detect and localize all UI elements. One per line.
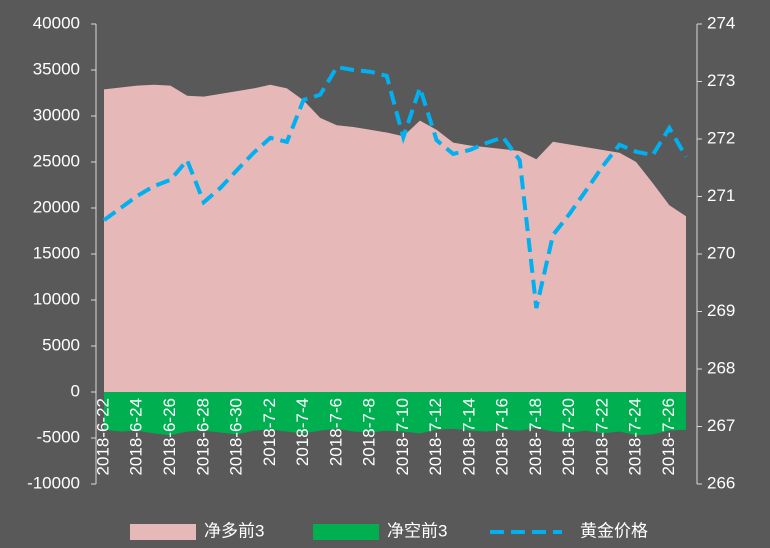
y-tick-label: 35000 <box>33 59 80 78</box>
y-tick-label: 25000 <box>33 151 80 170</box>
x-tick-label: 2018-7-8 <box>360 398 379 466</box>
x-tick-label: 2018-7-24 <box>626 398 645 476</box>
legend-label: 净空前3 <box>387 521 447 540</box>
y2-tick-label: 272 <box>707 128 735 147</box>
y-tick-label: 5000 <box>42 335 80 354</box>
y2-tick-label: 274 <box>707 13 735 32</box>
legend-label: 黄金价格 <box>580 521 648 540</box>
legend-swatch <box>130 524 196 540</box>
y-tick-label: 40000 <box>33 13 80 32</box>
x-tick-label: 2018-7-16 <box>493 398 512 476</box>
y2-tick-label: 266 <box>707 473 735 492</box>
legend-swatch <box>313 524 379 540</box>
x-tick-label: 2018-6-26 <box>160 398 179 476</box>
x-tick-label: 2018-7-4 <box>293 398 312 466</box>
y-tick-label: 30000 <box>33 105 80 124</box>
x-tick-label: 2018-7-6 <box>326 398 345 466</box>
y-tick-label: 15000 <box>33 243 80 262</box>
x-tick-label: 2018-7-22 <box>592 398 611 476</box>
y2-tick-label: 267 <box>707 416 735 435</box>
x-tick-label: 2018-6-22 <box>93 398 112 476</box>
y2-tick-label: 271 <box>707 186 735 205</box>
x-tick-label: 2018-7-14 <box>459 398 478 476</box>
y2-tick-label: 268 <box>707 358 735 377</box>
x-tick-label: 2018-7-12 <box>426 398 445 476</box>
x-tick-label: 2018-7-20 <box>559 398 578 476</box>
x-tick-label: 2018-6-28 <box>193 398 212 476</box>
y-tick-label: -10000 <box>27 473 80 492</box>
area <box>104 84 686 392</box>
y-tick-label: 10000 <box>33 289 80 308</box>
y2-tick-label: 270 <box>707 243 735 262</box>
y-tick-label: 0 <box>71 381 80 400</box>
area <box>104 392 686 436</box>
legend-label: 净多前3 <box>204 521 264 540</box>
y-tick-label: -5000 <box>37 427 80 446</box>
x-tick-label: 2018-7-2 <box>260 398 279 466</box>
y-tick-label: 20000 <box>33 197 80 216</box>
x-tick-label: 2018-7-10 <box>393 398 412 476</box>
x-tick-label: 2018-7-18 <box>526 398 545 476</box>
x-tick-label: 2018-7-26 <box>659 398 678 476</box>
x-tick-label: 2018-6-30 <box>227 398 246 476</box>
y2-tick-label: 269 <box>707 301 735 320</box>
x-tick-label: 2018-6-24 <box>127 398 146 476</box>
y2-tick-label: 273 <box>707 71 735 90</box>
